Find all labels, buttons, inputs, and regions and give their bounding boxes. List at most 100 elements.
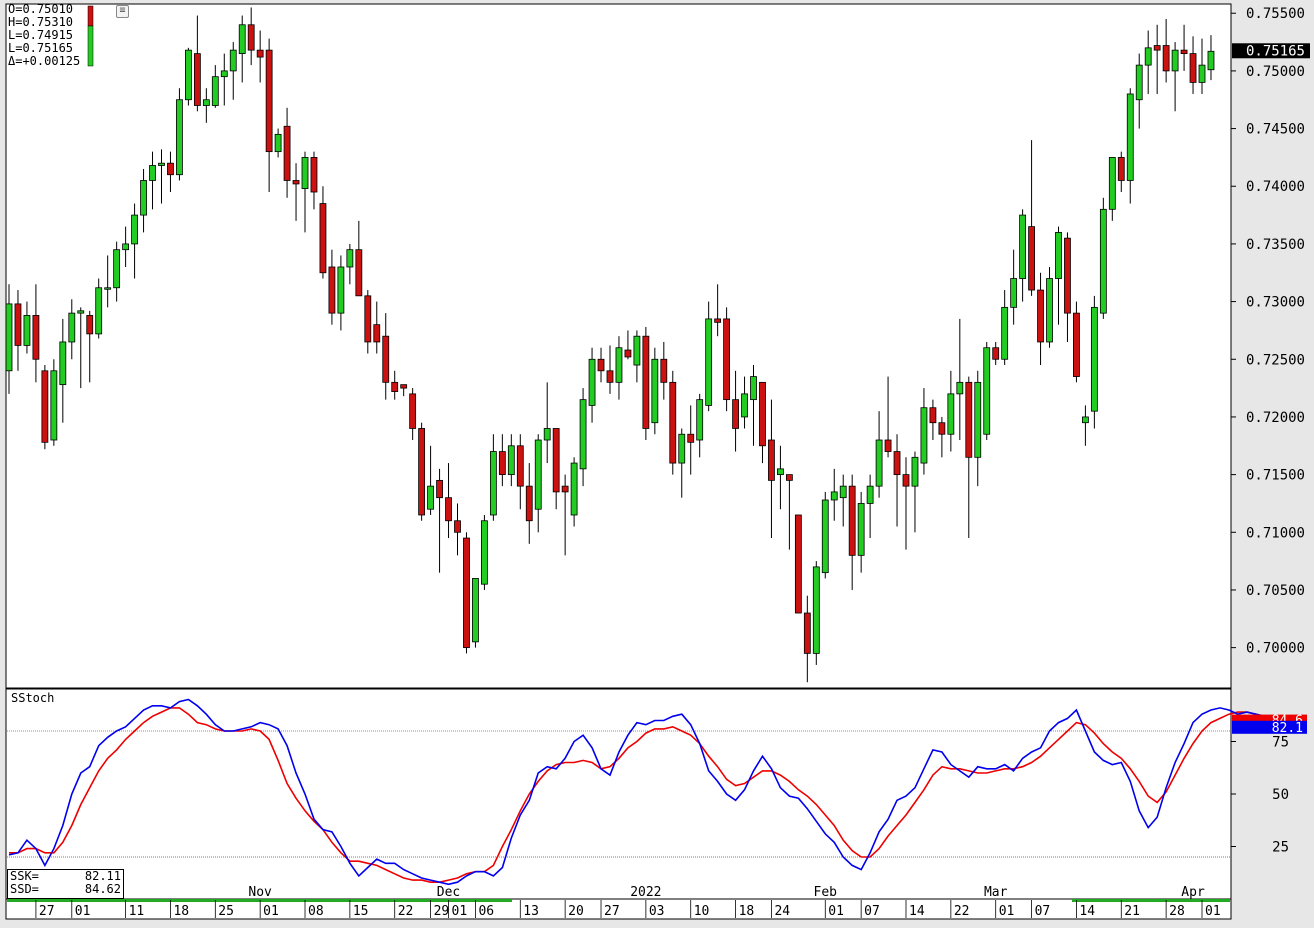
candle-body [283,125,291,181]
day-label: 07 [864,904,880,919]
price-tick-label: 0.73500 [1246,237,1305,253]
price-tick-label: 0.72500 [1246,352,1305,368]
ssk-tag [1232,720,1307,734]
candle-body [606,370,614,383]
candle-body [95,287,103,335]
candle-body [1198,64,1206,83]
candle-body [489,451,497,516]
candle-body [579,399,587,470]
candle-body [184,49,192,101]
indicator-label: SStoch [11,691,55,705]
day-label: 03 [649,904,665,919]
candle-body [848,485,856,556]
candle-body [768,439,775,481]
candle-body [821,499,829,574]
price-tick-label: 0.71500 [1246,468,1305,484]
readout-swatch-up [87,25,94,67]
candle-body [292,180,300,185]
candle-body [803,612,811,654]
candle-body [454,520,461,533]
candle-body [328,266,336,314]
candle-body [418,428,426,516]
candle-body [830,491,838,501]
day-label: 21 [1124,904,1140,919]
candle-body [1082,416,1089,424]
day-label: 14 [909,904,925,919]
month-label: Nov [248,885,272,900]
candle-body [884,439,892,452]
candle-body [516,445,524,487]
candle-body [759,381,766,447]
candle-body [1135,64,1143,101]
candle-body [23,315,31,346]
ssd-label: SSD= [10,882,39,896]
candle-body [920,407,928,464]
candle-body [382,335,390,383]
price-tick-label: 0.72000 [1246,410,1305,426]
day-label: 20 [568,904,584,919]
candle-body [463,537,470,649]
day-label: 01 [452,904,468,919]
day-label: 01 [263,904,279,919]
candle-body [472,578,479,643]
candle-body [1073,312,1080,377]
day-label: 14 [1079,904,1095,919]
price-tick-label: 0.75500 [1246,6,1305,22]
ohlc-last: L=0.75165 [8,41,74,55]
candle-body [1010,278,1018,308]
candle-body [1055,231,1062,279]
candle-body [301,157,309,189]
candle-body [732,399,739,429]
candle-body [974,381,982,458]
month-label: Mar [984,885,1008,900]
candle-body [14,303,22,346]
stoch-tick-label: 50 [1272,787,1289,803]
readout-swatch-down [87,5,94,27]
candle-body [633,335,641,366]
x-axis-band [5,898,1232,920]
candle-body [875,439,883,487]
candle-body [5,303,13,372]
candle-body [1028,226,1035,291]
candle-body [498,451,506,476]
candle-body [1153,45,1161,51]
candle-body [1019,214,1027,279]
candle-body [857,503,865,556]
candle-body [346,249,354,268]
day-label: 01 [999,904,1015,919]
month-label: Feb [814,885,838,900]
candle-body [866,485,874,504]
candle-body [938,422,946,435]
candle-body [355,249,363,297]
day-label: 29 [434,904,450,919]
stoch-panel [5,688,1232,900]
candle-body [104,287,112,290]
day-label: 15 [353,904,369,919]
candle-body [1108,157,1116,210]
stoch-line-ssd [9,707,1284,884]
panel-menu-icon[interactable]: ≡ [116,5,129,18]
candle-body [202,99,210,106]
ssd-value: 84.62 [84,882,121,896]
candle-body [597,358,605,372]
candle-body [211,76,219,106]
ohlc-change: Δ=+0.00125 [8,54,81,68]
ohlc-readout: O=0.75010 H=0.75310 L=0.74915 L=0.75165 … [8,3,80,68]
candle-body [714,318,722,323]
candle-body [642,335,650,429]
candle-body [167,162,174,176]
candle-body [265,49,273,153]
candle-body [1144,47,1152,66]
candle-body [481,520,488,585]
candle-body [149,165,156,181]
day-label: 25 [218,904,234,919]
candle-body [50,370,58,441]
candle-body [911,456,919,487]
price-tick-label: 0.74000 [1246,179,1305,195]
stoch-layer [7,698,1284,886]
stoch-tick-label: 75 [1272,735,1289,751]
ohlc-high: H=0.75310 [8,15,74,29]
candles-layer [5,7,1215,683]
day-label: 18 [173,904,189,919]
